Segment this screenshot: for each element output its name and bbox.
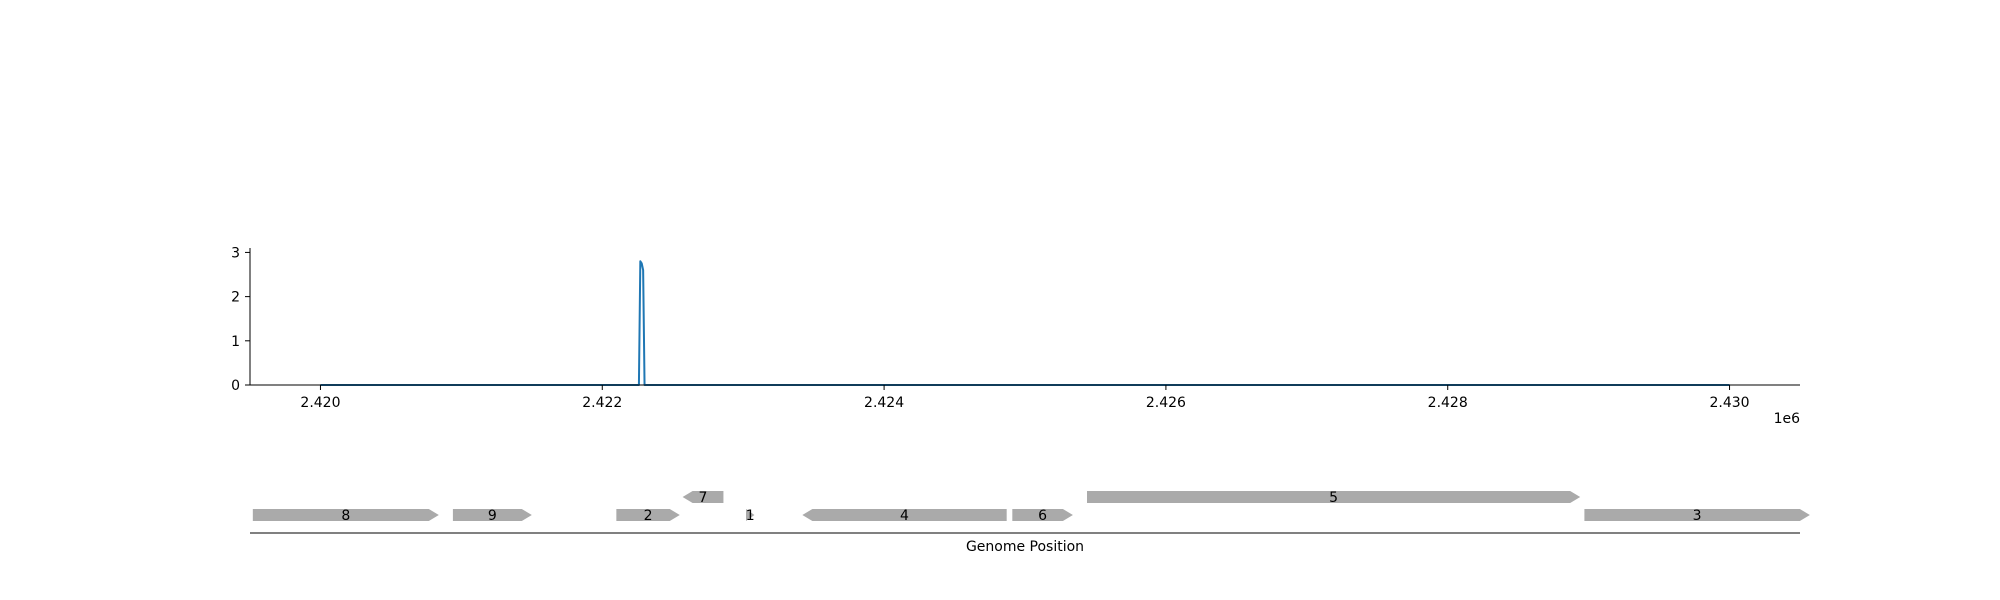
x-tick-label: 2.422 bbox=[582, 395, 622, 411]
gene-feature-7 bbox=[682, 491, 724, 503]
gene-feature-label: 4 bbox=[900, 508, 909, 524]
gene-feature-9 bbox=[452, 509, 532, 521]
gene-feature-label: 1 bbox=[746, 508, 755, 524]
gene-feature-3 bbox=[1584, 509, 1810, 521]
gene-features: 8 9 2 7 1 4 6 5 3 bbox=[252, 490, 1810, 524]
gene-feature-4 bbox=[802, 509, 1007, 521]
gene-feature-label: 5 bbox=[1329, 490, 1338, 506]
gene-feature-label: 2 bbox=[644, 508, 653, 524]
y-tick-label: 1 bbox=[231, 334, 240, 350]
gene-feature-label: 8 bbox=[341, 508, 350, 524]
x-tick-label: 2.426 bbox=[1146, 395, 1186, 411]
coverage-line-0 bbox=[320, 260, 1730, 386]
x-tick-label: 2.420 bbox=[300, 395, 340, 411]
coverage-plot: 2.420 2.422 2.424 2.426 2.428 2.430 0 1 2 3 1e6 bbox=[231, 245, 1800, 427]
gene-feature-1 bbox=[746, 509, 755, 521]
gene-track: 8 9 2 7 1 4 6 5 3 Genome Position bbox=[250, 490, 1810, 555]
gene-feature-2 bbox=[616, 509, 680, 521]
y-ticks: 0 1 2 3 bbox=[231, 245, 250, 394]
x-ticks: 2.420 2.422 2.424 2.426 2.428 2.430 bbox=[300, 385, 1750, 411]
x-offset-label: 1e6 bbox=[1774, 411, 1801, 427]
x-tick-label: 2.424 bbox=[864, 395, 904, 411]
y-tick-label: 2 bbox=[231, 290, 240, 306]
gene-feature-label: 3 bbox=[1693, 508, 1702, 524]
gene-feature-label: 7 bbox=[699, 490, 708, 506]
x-tick-label: 2.430 bbox=[1709, 395, 1749, 411]
x-tick-label: 2.428 bbox=[1428, 395, 1468, 411]
gene-feature-label: 6 bbox=[1038, 508, 1047, 524]
y-tick-label: 0 bbox=[231, 378, 240, 394]
gene-track-xlabel: Genome Position bbox=[966, 539, 1084, 555]
y-tick-label: 3 bbox=[231, 245, 240, 261]
gene-feature-label: 9 bbox=[488, 508, 497, 524]
coverage-series bbox=[320, 260, 1730, 386]
gene-feature-8 bbox=[252, 509, 439, 521]
gene-feature-5 bbox=[1087, 491, 1581, 503]
gene-feature-6 bbox=[1012, 509, 1073, 521]
